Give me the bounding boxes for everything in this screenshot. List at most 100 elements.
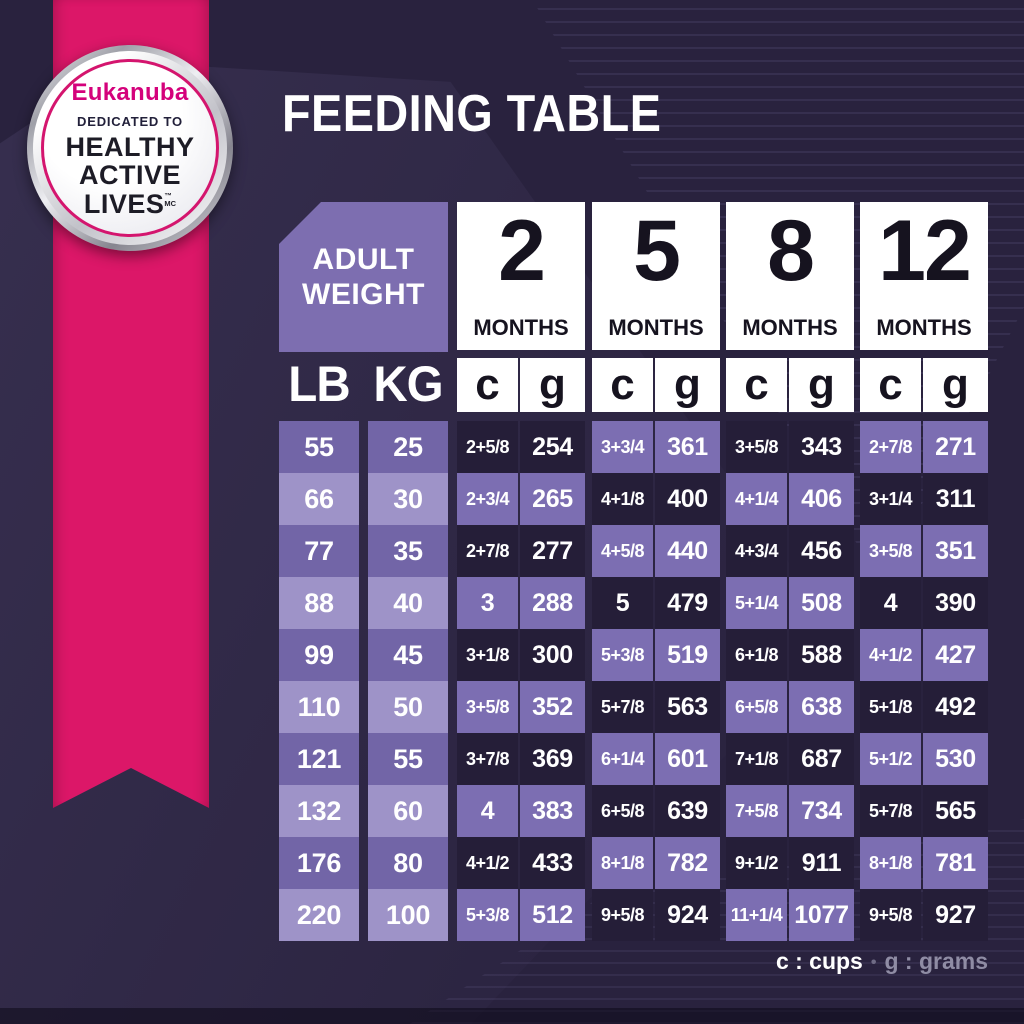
cups-value-cell: 4+1/4	[726, 473, 787, 525]
table-row: 66 30 2+3/4 265 4+1/8 400 4+1/4 406 3+1/4 311	[0, 473, 1024, 525]
adult-weight-label: ADULT WEIGHT	[302, 242, 425, 311]
cups-value-cell: 3+5/8	[860, 525, 921, 577]
grams-value-cell: 565	[923, 785, 988, 837]
unit-header-cups: c	[860, 358, 921, 412]
weight-lb-cell: 132	[279, 785, 359, 837]
cups-value-cell: 3+5/8	[457, 681, 518, 733]
cups-value-cell: 5+1/4	[726, 577, 787, 629]
table-row: 88 40 3 288 5 479 5+1/4 508 4 390	[0, 577, 1024, 629]
unit-header-cups: c	[726, 358, 787, 412]
grams-value-cell: 352	[520, 681, 585, 733]
cups-value-cell: 3+1/4	[860, 473, 921, 525]
cups-value-cell: 9+5/8	[592, 889, 653, 941]
cups-value-cell: 5+7/8	[592, 681, 653, 733]
grams-value-cell: 782	[655, 837, 720, 889]
cups-value-cell: 3+7/8	[457, 733, 518, 785]
month-number: 5	[633, 203, 681, 299]
grams-value-cell: 427	[923, 629, 988, 681]
grams-value-cell: 311	[923, 473, 988, 525]
trademark-tm: ™	[164, 190, 172, 200]
weight-kg-cell: 55	[368, 733, 448, 785]
badge-tagline: DEDICATED TO	[77, 113, 183, 129]
grams-value-cell: 924	[655, 889, 720, 941]
badge-face: Eukanuba DEDICATED TO HEALTHY ACTIVE LIV…	[41, 59, 219, 237]
grams-value-cell: 440	[655, 525, 720, 577]
cups-value-cell: 4+3/4	[726, 525, 787, 577]
weight-kg-cell: 30	[368, 473, 448, 525]
unit-header-cups: c	[592, 358, 653, 412]
cups-value-cell: 2+7/8	[457, 525, 518, 577]
cups-value-cell: 9+1/2	[726, 837, 787, 889]
grams-value-cell: 530	[923, 733, 988, 785]
badge-headline-active: ACTIVE	[78, 160, 181, 191]
grams-value-cell: 406	[789, 473, 854, 525]
cups-value-cell: 9+5/8	[860, 889, 921, 941]
bottom-shade-band	[0, 1008, 1024, 1024]
month-unit-label: MONTHS	[473, 315, 569, 340]
grams-value-cell: 383	[520, 785, 585, 837]
weight-kg-cell: 50	[368, 681, 448, 733]
grams-value-cell: 1077	[789, 889, 854, 941]
month-header-2: 2 MONTHS	[457, 202, 585, 350]
lb-column-header: LB	[288, 356, 350, 412]
cups-value-cell: 8+1/8	[860, 837, 921, 889]
eukanuba-logo: Eukanuba	[71, 78, 189, 106]
weight-lb-cell: 121	[279, 733, 359, 785]
weight-lb-cell: 220	[279, 889, 359, 941]
unit-header-cups: c	[457, 358, 518, 412]
weight-lb-cell: 88	[279, 577, 359, 629]
legend-separator-dot: •	[870, 954, 877, 971]
grams-value-cell: 519	[655, 629, 720, 681]
cups-value-cell: 4+1/2	[457, 837, 518, 889]
month-number: 12	[878, 203, 972, 299]
cups-value-cell: 11+1/4	[726, 889, 787, 941]
table-row: 77 35 2+7/8 277 4+5/8 440 4+3/4 456 3+5/8 351	[0, 525, 1024, 577]
grams-value-cell: 361	[655, 421, 720, 473]
cups-value-cell: 6+1/8	[726, 629, 787, 681]
trademark-symbol: ™ MC	[164, 190, 176, 208]
unit-header-grams: g	[520, 358, 585, 412]
legend-grams: g : grams	[884, 948, 988, 974]
month-header-5: 5 MONTHS	[592, 202, 720, 350]
month-unit-label: MONTHS	[742, 315, 838, 340]
weight-lb-cell: 66	[279, 473, 359, 525]
weight-kg-cell: 80	[368, 837, 448, 889]
weight-kg-cell: 45	[368, 629, 448, 681]
grams-value-cell: 351	[923, 525, 988, 577]
table-row: 55 25 2+5/8 254 3+3/4 361 3+5/8 343 2+7/8 271	[0, 421, 1024, 473]
grams-value-cell: 639	[655, 785, 720, 837]
grams-value-cell: 911	[789, 837, 854, 889]
cups-value-cell: 5+3/8	[457, 889, 518, 941]
grams-value-cell: 479	[655, 577, 720, 629]
month-unit-label: MONTHS	[876, 315, 972, 340]
grams-value-cell: 638	[789, 681, 854, 733]
cups-value-cell: 2+7/8	[860, 421, 921, 473]
month-unit-label: MONTHS	[608, 315, 704, 340]
table-row: 110 50 3+5/8 352 5+7/8 563 6+5/8 638 5+1/8 492	[0, 681, 1024, 733]
grams-value-cell: 271	[923, 421, 988, 473]
kg-column-header: KG	[373, 356, 443, 412]
legend: c : cups • g : grams	[0, 948, 988, 975]
month-header-12: 12 MONTHS	[860, 202, 988, 350]
grams-value-cell: 563	[655, 681, 720, 733]
cups-value-cell: 5+7/8	[860, 785, 921, 837]
cups-value-cell: 7+5/8	[726, 785, 787, 837]
brand-badge: Eukanuba DEDICATED TO HEALTHY ACTIVE LIV…	[27, 45, 233, 251]
grams-value-cell: 369	[520, 733, 585, 785]
weight-kg-cell: 60	[368, 785, 448, 837]
month-number: 8	[767, 203, 815, 299]
cups-value-cell: 3+1/8	[457, 629, 518, 681]
cups-value-cell: 6+5/8	[592, 785, 653, 837]
weight-lb-cell: 55	[279, 421, 359, 473]
cups-value-cell: 7+1/8	[726, 733, 787, 785]
grams-value-cell: 288	[520, 577, 585, 629]
grams-value-cell: 277	[520, 525, 585, 577]
grams-value-cell: 601	[655, 733, 720, 785]
badge-headline-healthy: HEALTHY	[65, 131, 195, 162]
grams-value-cell: 588	[789, 629, 854, 681]
grams-value-cell: 456	[789, 525, 854, 577]
grams-value-cell: 492	[923, 681, 988, 733]
grams-value-cell: 390	[923, 577, 988, 629]
cups-value-cell: 3	[457, 577, 518, 629]
weight-lb-cell: 176	[279, 837, 359, 889]
